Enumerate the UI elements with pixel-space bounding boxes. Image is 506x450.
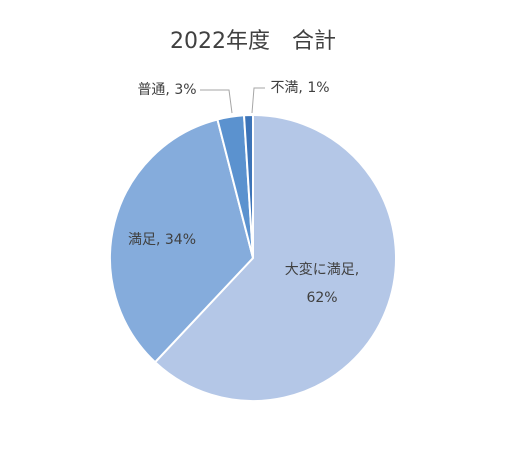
data-label: 満足, 34% [128,232,196,248]
pie-slice [242,113,254,259]
data-label: 大変に満足, 62% [285,261,359,306]
pie-slice [153,113,397,402]
data-label: 不満, 1% [270,80,329,96]
pie-slice [109,118,255,364]
leader-line [200,89,233,114]
chart-title: 2022年度 合計 [170,29,336,54]
leader-line [251,87,265,114]
data-label-line: 大変に満足, [285,261,359,278]
data-label: 普通, 3% [137,82,196,98]
data-label-line: 62% [306,290,337,306]
